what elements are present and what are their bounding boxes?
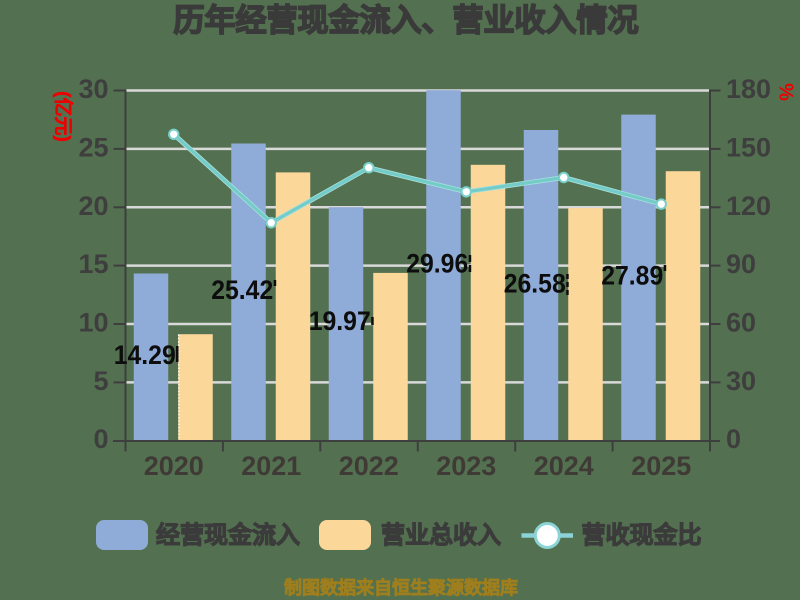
svg-text:19.97: 19.97 <box>309 306 371 336</box>
svg-text:29.96: 29.96 <box>406 249 468 279</box>
svg-text:120: 120 <box>726 191 771 221</box>
svg-text:5: 5 <box>93 366 108 396</box>
svg-text:30: 30 <box>78 74 108 104</box>
svg-text:历年经营现金流入、营业收入情况: 历年经营现金流入、营业收入情况 <box>174 3 639 38</box>
svg-text:180: 180 <box>726 74 771 104</box>
svg-text:营收现金比: 营收现金比 <box>582 521 702 549</box>
svg-text:2023: 2023 <box>436 451 496 481</box>
svg-text:30: 30 <box>726 366 756 396</box>
svg-text:经营现金流入: 经营现金流入 <box>156 521 300 549</box>
svg-text:2024: 2024 <box>534 451 594 481</box>
svg-text:2025: 2025 <box>631 451 691 481</box>
svg-text:25: 25 <box>78 132 108 162</box>
svg-text:%: % <box>775 83 797 101</box>
svg-text:营业总收入: 营业总收入 <box>381 521 501 549</box>
svg-text:2022: 2022 <box>339 451 399 481</box>
svg-text:15: 15 <box>78 249 108 279</box>
svg-text:20: 20 <box>78 191 108 221</box>
svg-text:26.58: 26.58 <box>504 268 566 298</box>
svg-text:2020: 2020 <box>144 451 204 481</box>
svg-text:制图数据来自恒生聚源数据库: 制图数据来自恒生聚源数据库 <box>284 577 518 598</box>
svg-text:150: 150 <box>726 132 771 162</box>
svg-text:(亿元): (亿元) <box>52 91 75 142</box>
svg-text:25.42: 25.42 <box>211 275 273 305</box>
svg-text:2021: 2021 <box>241 451 301 481</box>
svg-text:14.29: 14.29 <box>114 340 176 370</box>
svg-text:0: 0 <box>726 424 741 454</box>
svg-text:10: 10 <box>78 308 108 338</box>
svg-text:0: 0 <box>93 424 108 454</box>
svg-text:27.89: 27.89 <box>601 261 663 291</box>
svg-text:60: 60 <box>726 308 756 338</box>
svg-text:90: 90 <box>726 249 756 279</box>
